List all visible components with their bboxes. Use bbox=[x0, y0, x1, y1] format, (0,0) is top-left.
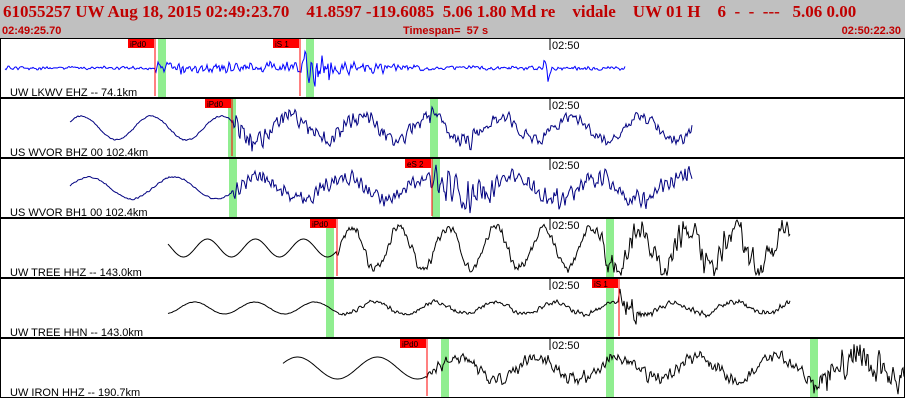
trace-panel bbox=[0, 98, 905, 158]
minute-label: 02:50 bbox=[552, 340, 580, 352]
pick-label: iS 1 bbox=[594, 280, 608, 289]
phase-marker bbox=[606, 279, 614, 337]
trace-row[interactable]: 02:50 iPd0 US WVOR BHZ 00 102.4km bbox=[0, 98, 905, 160]
phase-marker bbox=[810, 339, 818, 397]
waveform bbox=[69, 164, 693, 214]
station-label: UW TREE HHZ -- 143.0km bbox=[10, 267, 142, 279]
phase-marker bbox=[606, 219, 614, 277]
waveform bbox=[69, 105, 693, 152]
phase-marker bbox=[158, 39, 166, 97]
station-label: UW TREE HHN -- 143.0km bbox=[10, 327, 143, 339]
station-label: US WVOR BH1 00 102.4km bbox=[10, 207, 148, 219]
phase-marker bbox=[606, 339, 614, 397]
trace-row[interactable]: 02:50 iPd0 iS 1 UW LKWV EHZ -- 74.1km bbox=[0, 38, 905, 100]
seismogram-panel[interactable]: 02:50 iPd0 iS 1 UW LKWV EHZ -- 74.1km 02:50 i… bbox=[0, 38, 905, 400]
minute-label: 02:50 bbox=[552, 160, 580, 172]
header-bar: 61055257 UW Aug 18, 2015 02:49:23.70 41.… bbox=[0, 0, 905, 38]
pick-flag[interactable] bbox=[400, 339, 426, 348]
pick-label: iS 1 bbox=[275, 40, 289, 49]
trace-panel bbox=[0, 278, 905, 338]
pick-flag[interactable] bbox=[205, 99, 231, 108]
pick-label: eS 2 bbox=[407, 160, 424, 169]
timespan: Timespan= 57 s bbox=[403, 25, 489, 37]
station-label: UW IRON HHZ -- 190.7km bbox=[10, 387, 140, 399]
trace-panel bbox=[0, 38, 905, 98]
trace-row[interactable]: 02:50 iPd0 UW IRON HHZ -- 190.7km bbox=[0, 338, 905, 400]
start-time: 02:49:25.70 bbox=[2, 25, 62, 37]
waveform bbox=[282, 344, 905, 395]
waveform bbox=[4, 49, 626, 87]
phase-marker bbox=[326, 219, 334, 277]
pick-flag[interactable] bbox=[592, 279, 618, 288]
pick-flag[interactable] bbox=[310, 219, 336, 228]
pick-flag[interactable] bbox=[405, 159, 431, 168]
time-info-bar: 02:49:25.70 Timespan= 57 s 02:50:22.30 bbox=[0, 24, 905, 38]
station-label: UW LKWV EHZ -- 74.1km bbox=[10, 87, 137, 99]
waveform bbox=[167, 288, 791, 325]
pick-flag[interactable] bbox=[273, 39, 299, 48]
phase-marker bbox=[432, 159, 440, 217]
trace-panel bbox=[0, 158, 905, 218]
trace-row[interactable]: 02:50 eS 2 US WVOR BH1 00 102.4km bbox=[0, 158, 905, 220]
pick-label: iPd0 bbox=[207, 100, 224, 109]
phase-marker bbox=[306, 39, 314, 97]
minute-label: 02:50 bbox=[552, 220, 580, 232]
phase-marker bbox=[441, 339, 449, 397]
trace-row[interactable]: 02:50 iPd0 UW TREE HHZ -- 143.0km bbox=[0, 218, 905, 280]
pick-label: iPd0 bbox=[130, 40, 147, 49]
pick-flag[interactable] bbox=[128, 39, 154, 48]
pick-label: iPd0 bbox=[312, 220, 329, 229]
trace-row[interactable]: 02:50 iS 1 UW TREE HHN -- 143.0km bbox=[0, 278, 905, 340]
minute-label: 02:50 bbox=[552, 40, 580, 52]
event-title-bar: 61055257 UW Aug 18, 2015 02:49:23.70 41.… bbox=[0, 0, 905, 24]
phase-marker bbox=[430, 99, 438, 157]
waveform bbox=[167, 219, 791, 277]
minute-label: 02:50 bbox=[552, 100, 580, 112]
minute-label: 02:50 bbox=[552, 280, 580, 292]
station-label: US WVOR BHZ 00 102.4km bbox=[10, 147, 148, 159]
event-title: 61055257 UW Aug 18, 2015 02:49:23.70 41.… bbox=[3, 2, 857, 21]
pick-label: iPd0 bbox=[402, 340, 419, 349]
phase-marker bbox=[229, 159, 237, 217]
trace-panel bbox=[0, 338, 905, 398]
end-time: 02:50:22.30 bbox=[841, 25, 901, 37]
